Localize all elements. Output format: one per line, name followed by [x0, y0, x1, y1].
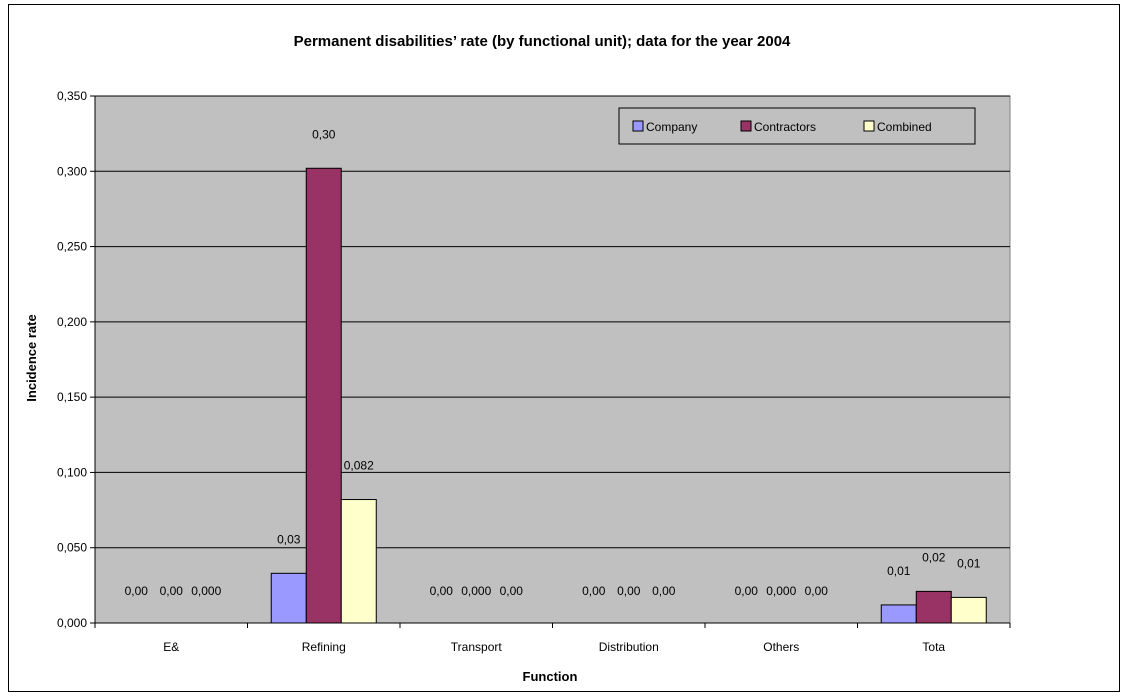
- x-tick-label: Refining: [302, 640, 346, 654]
- y-tick-label: 0,350: [57, 89, 87, 103]
- legend: [618, 107, 976, 145]
- data-label: 0,02: [922, 550, 946, 564]
- x-tick-label: Others: [763, 640, 799, 654]
- data-label: 0,00: [652, 584, 676, 598]
- bar-company: [270, 572, 307, 624]
- data-label: 0,03: [277, 532, 301, 546]
- y-tick-label: 0,250: [57, 240, 87, 254]
- data-label: 0,30: [312, 127, 336, 141]
- bar-company: [880, 604, 917, 624]
- legend-label: Contractors: [754, 120, 816, 134]
- x-tick-label: Distribution: [599, 640, 659, 654]
- y-tick-label: 0,050: [57, 541, 87, 555]
- data-label: 0,000: [461, 584, 491, 598]
- y-tick-label: 0,150: [57, 390, 87, 404]
- legend-swatch: [632, 120, 644, 132]
- data-label: 0,000: [191, 584, 221, 598]
- x-tick-label: Tota: [922, 640, 945, 654]
- y-tick-label: 0,100: [57, 465, 87, 479]
- x-tick-label: Transport: [451, 640, 503, 654]
- legend-label: Company: [646, 120, 697, 134]
- data-label: 0,000: [766, 584, 796, 598]
- data-label: 0,00: [430, 584, 454, 598]
- y-tick-label: 0,000: [57, 616, 87, 630]
- legend-label: Combined: [877, 120, 932, 134]
- chart-title: Permanent disabilities’ rate (by functio…: [294, 33, 791, 50]
- data-label: 0,00: [735, 584, 759, 598]
- y-axis-label: Incidence rate: [24, 314, 39, 401]
- bar-combined: [950, 596, 987, 624]
- x-tick-label: E&: [163, 640, 179, 654]
- bar-contractors: [305, 167, 342, 624]
- bar-contractors: [915, 590, 952, 624]
- data-label: 0,00: [160, 584, 184, 598]
- y-tick-label: 0,300: [57, 164, 87, 178]
- data-label: 0,00: [617, 584, 641, 598]
- x-axis-label: Function: [523, 669, 578, 684]
- plot-area: [94, 95, 1011, 624]
- data-label: 0,082: [344, 459, 374, 473]
- data-label: 0,00: [125, 584, 149, 598]
- data-label: 0,01: [957, 556, 981, 570]
- y-tick-label: 0,200: [57, 315, 87, 329]
- legend-swatch: [863, 120, 875, 132]
- bar-combined: [340, 499, 377, 624]
- legend-swatch: [740, 120, 752, 132]
- data-label: 0,01: [887, 564, 911, 578]
- data-label: 0,00: [500, 584, 524, 598]
- data-label: 0,00: [805, 584, 829, 598]
- data-label: 0,00: [582, 584, 606, 598]
